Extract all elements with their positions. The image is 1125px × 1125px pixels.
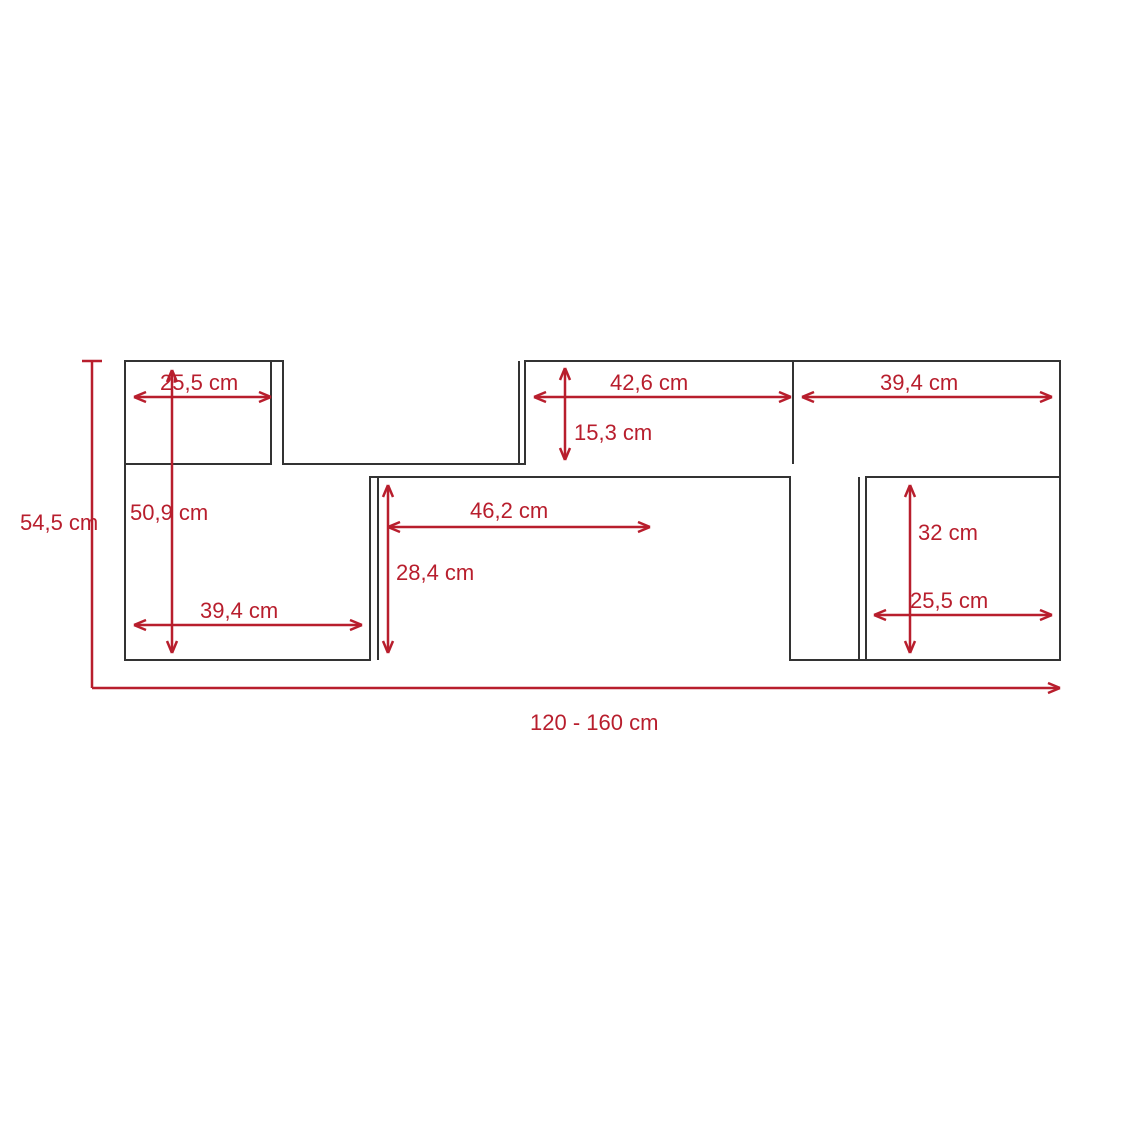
- h_bot_right: 25,5 cm: [874, 588, 1052, 620]
- h_mid_top_1: 42,6 cm: [534, 370, 791, 402]
- overall-height-label: 54,5 cm: [20, 510, 98, 535]
- h_bot_left: 39,4 cm: [134, 598, 362, 630]
- h_mid_top_1-label: 42,6 cm: [610, 370, 688, 395]
- h_mid_top_2-label: 39,4 cm: [880, 370, 958, 395]
- h_bot_left-label: 39,4 cm: [200, 598, 278, 623]
- overall-axes: 54,5 cm 120 - 160 cm: [20, 361, 1060, 735]
- h_mid_center: 46,2 cm: [388, 498, 650, 532]
- v_right: 32 cm: [905, 485, 978, 653]
- v_left_tall-label: 50,9 cm: [130, 500, 208, 525]
- h_bot_right-label: 25,5 cm: [910, 588, 988, 613]
- v_right-label: 32 cm: [918, 520, 978, 545]
- v_left_tall: 50,9 cm: [130, 370, 208, 653]
- v_center: 28,4 cm: [383, 485, 474, 653]
- v_top_small-label: 15,3 cm: [574, 420, 652, 445]
- dimension-layer: 54,5 cm 120 - 160 cm 25,5 cm 42,6 cm 39,4 cm…: [20, 361, 1060, 735]
- h_top_left: 25,5 cm: [134, 370, 271, 402]
- dimension-diagram: 54,5 cm 120 - 160 cm 25,5 cm 42,6 cm 39,4 cm…: [0, 0, 1125, 1125]
- v_center-label: 28,4 cm: [396, 560, 474, 585]
- h_mid_top_2: 39,4 cm: [802, 370, 1052, 402]
- h_mid_center-label: 46,2 cm: [470, 498, 548, 523]
- overall-width-label: 120 - 160 cm: [530, 710, 658, 735]
